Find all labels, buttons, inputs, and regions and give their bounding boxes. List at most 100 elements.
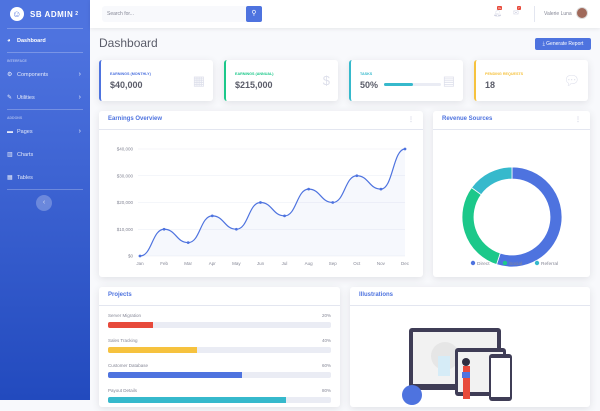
folder-icon: ▬: [7, 128, 13, 135]
y-tick-label: $0: [128, 254, 134, 259]
project-name: Server Migration: [108, 313, 142, 318]
brand[interactable]: ☺ SB ADMIN 2: [0, 0, 90, 28]
project-percent: 20%: [321, 313, 331, 318]
project-row: Customer Database 60%: [99, 356, 340, 381]
project-row: Sales Tracking 40%: [99, 331, 340, 356]
search-icon: ⚲: [251, 10, 257, 17]
sidebar-item-tables[interactable]: ▦ Tables: [7, 174, 33, 182]
project-row: Server Migration 20%: [99, 306, 340, 331]
x-tick-label: Nov: [377, 261, 386, 266]
project-percent: 60%: [321, 363, 331, 368]
avatar[interactable]: [576, 7, 588, 19]
sidebar-item-components[interactable]: ⚙ Components ›: [7, 71, 81, 78]
legend-label: Referral: [541, 261, 558, 267]
y-tick-label: $30,000: [117, 173, 134, 178]
sidebar-heading: Addons: [7, 116, 23, 120]
x-tick-label: May: [232, 261, 241, 266]
legend-label: Social: [509, 261, 522, 267]
card-title: Revenue Sources: [442, 116, 493, 122]
envelope-icon: ✉: [513, 10, 519, 17]
wrench-icon: ✎: [7, 95, 13, 101]
x-tick-label: Sep: [329, 261, 338, 266]
stat-card-earnings-annual: Earnings (Annual) $215,000 $: [224, 60, 338, 101]
project-row: Payout Details 80%: [99, 381, 340, 406]
x-tick-label: Jun: [257, 261, 265, 266]
y-tick-label: $40,000: [117, 147, 134, 152]
alerts-badge: 3+: [497, 6, 503, 10]
more-vertical-icon[interactable]: ⋮: [408, 117, 414, 123]
sidebar-heading: Interface: [7, 59, 27, 63]
x-tick-label: Jan: [136, 261, 144, 266]
user-name[interactable]: Valerie Luna: [544, 11, 572, 17]
chevron-right-icon: ›: [78, 71, 81, 78]
x-tick-label: Oct: [353, 261, 361, 266]
data-point: [186, 241, 190, 245]
chevron-right-icon: ›: [78, 128, 81, 135]
cog-icon: ⚙: [7, 72, 13, 78]
data-point: [162, 227, 166, 231]
legend-marker: [470, 260, 476, 266]
earnings-line-chart: $0 $10,000 $20,000 $30,000 $40,000 Jan Feb Mar A…: [117, 147, 410, 267]
illustrations-card: Illustrations: [350, 287, 590, 407]
projects-card: Projects Server Migration 20% Sales Tracki…: [99, 287, 340, 407]
x-tick-label: Jul: [282, 261, 288, 266]
project-progress: [108, 397, 331, 403]
earnings-overview-card: Earnings Overview ⋮ $0 $10,000 $20,000 $30,0…: [99, 111, 423, 277]
x-tick-label: Apr: [209, 261, 217, 266]
legend-marker: [534, 260, 540, 266]
sidebar-item-dashboard[interactable]: ◕ Dashboard: [7, 37, 46, 44]
dollar-icon: $: [322, 73, 330, 88]
project-name: Customer Database: [108, 363, 149, 368]
clipboard-icon: ▤: [442, 73, 455, 88]
search-input[interactable]: Search for...: [102, 6, 248, 22]
search-button[interactable]: ⚲: [246, 6, 262, 22]
data-point: [379, 187, 383, 191]
card-title: Projects: [108, 292, 132, 298]
chevron-right-icon: ›: [78, 94, 81, 101]
earnings-line: [139, 148, 406, 257]
donut-slice: [461, 187, 501, 266]
legend-marker: [502, 260, 508, 266]
sidebar-toggle-button[interactable]: ‹: [36, 195, 52, 211]
y-tick-label: $20,000: [117, 200, 134, 205]
donut-slice: [496, 166, 563, 268]
project-percent: 80%: [321, 388, 331, 393]
data-point: [283, 214, 286, 218]
calendar-icon: ▦: [192, 73, 205, 88]
alerts-button[interactable]: 🔔︎ 3+: [493, 6, 503, 17]
x-tick-label: Dec: [401, 261, 410, 266]
revenue-donut-chart: Direct Social Referral: [461, 166, 563, 268]
devices-illustration: [402, 328, 512, 405]
project-progress: [108, 372, 331, 378]
x-tick-label: Feb: [160, 261, 168, 266]
card-title: Illustrations: [359, 292, 394, 298]
data-point: [331, 201, 335, 204]
y-tick-label: $10,000: [117, 227, 134, 232]
data-point: [234, 227, 238, 231]
donut-slice: [470, 166, 513, 196]
data-point: [210, 214, 214, 218]
sidebar-item-pages[interactable]: ▬ Pages ›: [7, 128, 81, 135]
messages-button[interactable]: ✉ 7: [513, 6, 521, 17]
sidebar-item-utilities[interactable]: ✎ Utilities ›: [7, 94, 81, 101]
chart-icon: ▥: [7, 152, 13, 158]
x-tick-label: Aug: [305, 261, 314, 266]
comments-icon: 💬︎: [563, 73, 580, 88]
project-progress: [108, 347, 331, 353]
stat-card-earnings-monthly: Earnings (Monthly) $40,000 ▦: [99, 60, 213, 101]
stat-card-tasks: Tasks 50% ▤: [349, 60, 463, 101]
more-vertical-icon[interactable]: ⋮: [575, 117, 581, 123]
x-tick-label: Mar: [184, 261, 192, 266]
generate-report-button[interactable]: ⤓ Generate Report: [535, 38, 591, 50]
card-title: Earnings Overview: [108, 116, 163, 122]
page-title: Dashboard: [99, 36, 158, 50]
project-percent: 40%: [321, 338, 331, 343]
line-area: [140, 149, 405, 256]
project-name: Sales Tracking: [108, 338, 138, 343]
data-point: [403, 147, 407, 151]
data-point: [138, 254, 142, 258]
sidebar-item-charts[interactable]: ▥ Charts: [7, 151, 34, 159]
sidebar: ☺ SB ADMIN 2 ◕ Dashboard Interface ⚙ Compone…: [0, 0, 90, 400]
topbar: Search for... ⚲ 🔔︎ 3+ ✉ 7 Valerie Luna: [90, 0, 600, 28]
messages-badge: 7: [517, 6, 521, 10]
